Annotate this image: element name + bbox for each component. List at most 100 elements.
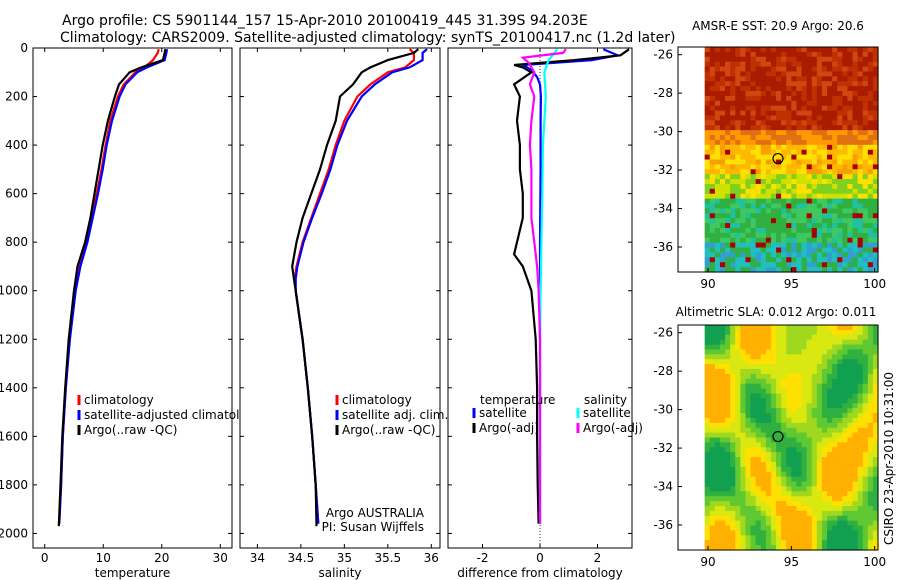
heatmap-cell — [735, 491, 741, 497]
heatmap-cell — [730, 413, 736, 419]
heatmap-cell — [704, 393, 711, 399]
heatmap-cell — [730, 491, 736, 497]
heatmap-cell — [745, 61, 752, 68]
heatmap-cell — [781, 159, 787, 165]
heatmap-cell — [821, 120, 828, 126]
heatmap-cell — [801, 530, 808, 536]
heatmap-cell — [735, 545, 741, 551]
heatmap-cell — [755, 510, 762, 517]
heatmap-cell — [704, 515, 711, 522]
heatmap-cell — [709, 501, 716, 507]
heatmap-cell — [786, 179, 792, 185]
heatmap-cell — [770, 501, 777, 507]
heatmap-cell — [735, 237, 741, 244]
heatmap-cell — [735, 188, 741, 195]
heatmap-cell — [786, 383, 792, 390]
heatmap-cell — [770, 223, 777, 229]
heatmap-cell — [740, 413, 747, 419]
heatmap-cell — [852, 422, 859, 429]
heatmap-cell — [709, 403, 716, 409]
heatmap-cell — [725, 471, 731, 478]
heatmap-cell — [821, 417, 828, 424]
heatmap-cell — [709, 486, 716, 492]
heatmap-cell — [725, 262, 731, 268]
heatmap-cell — [867, 325, 874, 331]
heatmap-cell — [714, 71, 721, 77]
heatmap-cell — [735, 457, 741, 463]
heatmap-cell — [704, 510, 711, 517]
heatmap-cell — [867, 139, 874, 146]
heatmap-cell — [867, 329, 874, 336]
heatmap-cell — [704, 262, 711, 268]
heatmap-cell — [730, 51, 736, 58]
heatmap-cell — [730, 105, 736, 112]
heatmap-cell — [796, 179, 803, 185]
heatmap-cell — [857, 413, 864, 419]
heatmap-cell — [755, 193, 762, 200]
heatmap-cell — [735, 505, 741, 512]
heatmap-cell — [796, 339, 803, 346]
heatmap-cell — [847, 198, 854, 205]
heatmap-cell — [821, 95, 828, 102]
heatmap-cell — [714, 447, 721, 453]
heatmap-cell — [781, 476, 787, 483]
heatmap-cell — [847, 81, 854, 87]
heatmap-cell — [821, 159, 828, 165]
heatmap-cell — [857, 159, 864, 165]
x-tick-label: -2 — [477, 551, 489, 565]
heatmap-cell — [867, 223, 874, 229]
heatmap-cell — [730, 198, 736, 205]
heatmap-cell — [745, 535, 752, 541]
x-tick-label: 0 — [41, 551, 49, 565]
heatmap-cell — [740, 339, 747, 346]
heatmap-cell — [714, 252, 721, 258]
heatmap-cell — [816, 393, 823, 399]
heatmap-cell — [730, 208, 736, 214]
heatmap-cell — [837, 154, 843, 161]
heatmap-cell — [821, 403, 828, 409]
heatmap-cell — [745, 378, 752, 385]
heatmap-cell — [714, 56, 721, 63]
heatmap-cell — [719, 530, 726, 536]
heatmap-cell — [872, 442, 879, 448]
heatmap-cell — [745, 47, 752, 53]
heatmap-cell — [847, 71, 854, 77]
heatmap-cell — [791, 432, 798, 439]
heatmap-cell — [760, 247, 767, 254]
heatmap-cell — [816, 237, 823, 244]
heatmap-cell — [867, 71, 874, 77]
heatmap-cell — [791, 417, 798, 424]
heatmap-cell — [714, 51, 721, 58]
heatmap-cell — [786, 354, 792, 360]
heatmap-cell — [709, 457, 716, 463]
heatmap-cell — [842, 91, 849, 97]
heatmap-cell — [750, 344, 757, 351]
map-y-tick-label: -26 — [653, 48, 673, 62]
heatmap-cell — [781, 149, 787, 156]
heatmap-cell — [781, 105, 787, 112]
y-tick-label: 1800 — [0, 478, 28, 492]
heatmap-cell — [806, 452, 813, 458]
heatmap-cell — [709, 349, 716, 355]
heatmap-cell — [725, 545, 731, 551]
heatmap-cell — [714, 100, 721, 107]
heatmap-cell — [857, 262, 864, 268]
heatmap-cell — [776, 530, 782, 536]
heatmap-cell — [781, 213, 787, 219]
heatmap-cell — [730, 81, 736, 87]
heatmap-cell — [872, 139, 879, 146]
heatmap-cell — [811, 267, 818, 273]
heatmap-cell — [852, 398, 859, 404]
heatmap-cell — [857, 339, 864, 346]
heatmap-cell — [791, 120, 798, 126]
heatmap-cell — [801, 471, 808, 478]
heatmap-cell — [872, 227, 879, 234]
heatmap-cell — [776, 213, 782, 219]
heatmap-cell — [725, 496, 731, 502]
heatmap-cell — [786, 208, 792, 214]
heatmap-cell — [832, 545, 838, 551]
heatmap-cell — [816, 115, 823, 121]
heatmap-cell — [821, 149, 828, 156]
heatmap-cell — [806, 61, 813, 68]
heatmap-cell — [872, 174, 879, 180]
